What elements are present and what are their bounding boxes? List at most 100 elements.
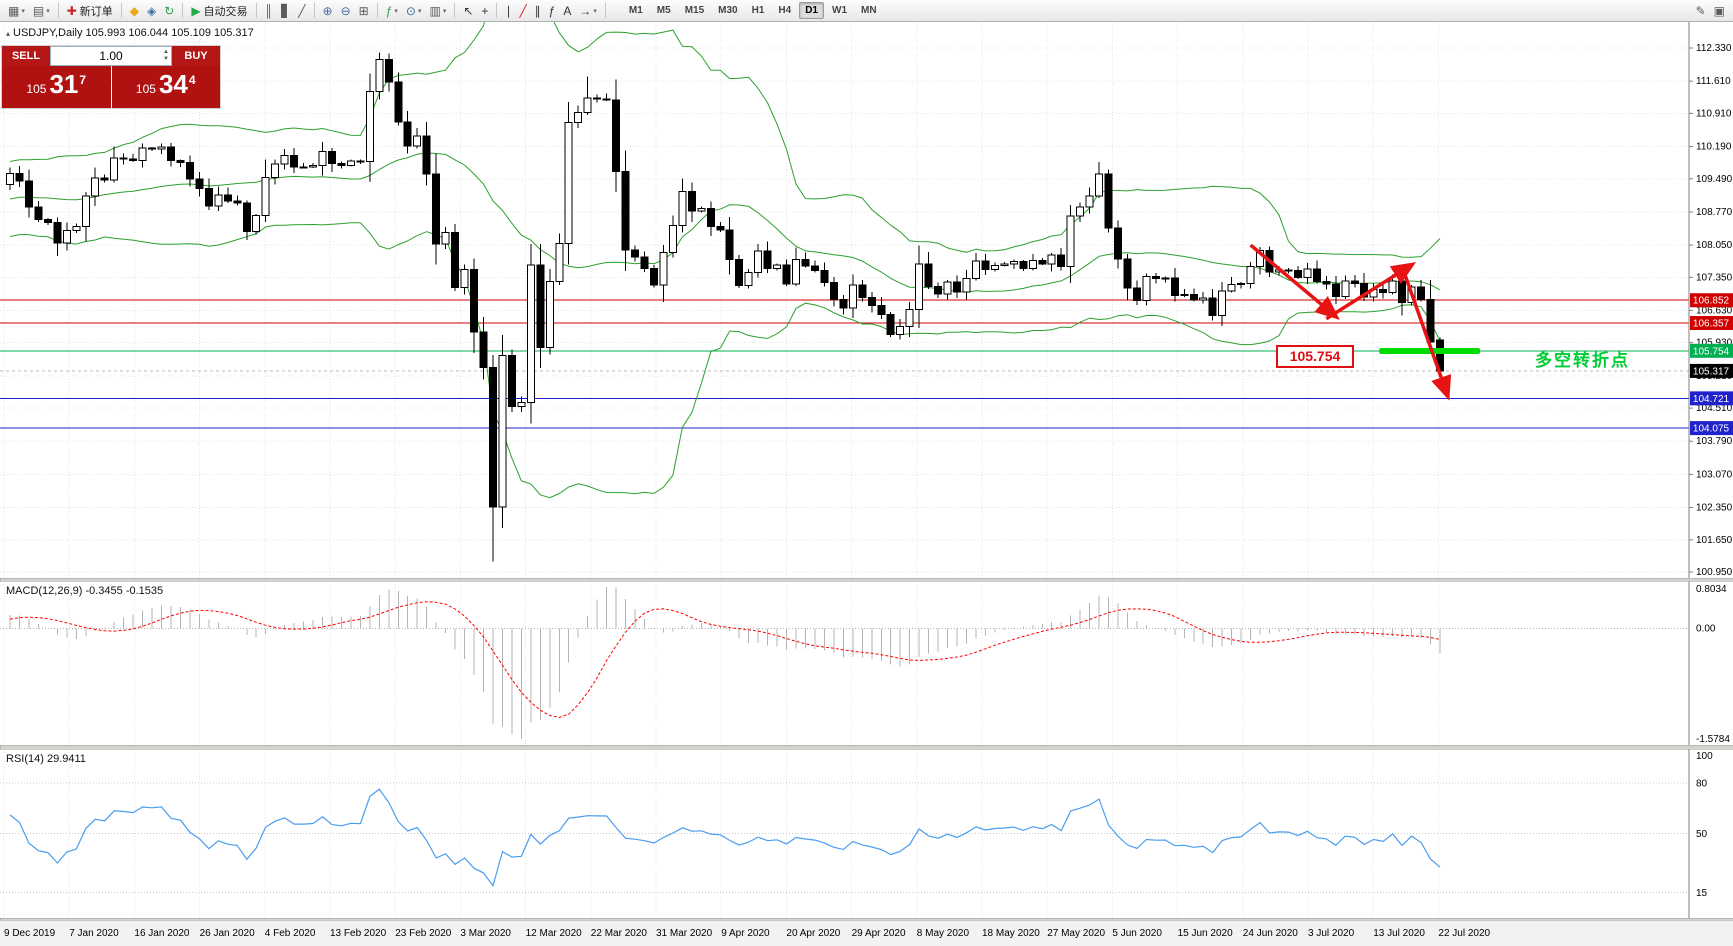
buy-price-sup: 4 xyxy=(188,73,196,87)
sell-price[interactable]: 105 31 7 xyxy=(2,66,111,108)
metaeditor-icon[interactable]: ◆ xyxy=(127,2,142,20)
periods-icon: ⊙ xyxy=(405,3,416,18)
text-icon: A xyxy=(563,3,572,18)
timeframe-m30[interactable]: M30 xyxy=(718,5,738,16)
text-icon[interactable]: A xyxy=(560,2,574,20)
timeframe-d1[interactable]: D1 xyxy=(799,2,824,19)
vertical-line-icon: ∣ xyxy=(505,3,512,18)
crosshair-icon[interactable]: + xyxy=(478,2,491,20)
zoom-out-icon[interactable]: ⊖ xyxy=(338,2,354,20)
timeframe-m15[interactable]: M15 xyxy=(684,5,705,16)
svg-text:100: 100 xyxy=(1696,751,1713,762)
one-click-trading-panel: SELL 1.00 ▲ ▼ BUY 105 31 7 105 34 4 xyxy=(2,46,220,108)
caret-down-icon: ▾ xyxy=(394,7,398,15)
svg-text:104.721: 104.721 xyxy=(1693,394,1730,405)
svg-text:111.610: 111.610 xyxy=(1696,76,1731,87)
toolbar-separator xyxy=(57,3,59,18)
toolbar-separator xyxy=(376,3,378,18)
metaeditor-icon: ◆ xyxy=(129,3,140,18)
fibonacci-icon: ƒ xyxy=(548,3,556,18)
data-window-icon[interactable]: ◈ xyxy=(144,2,159,20)
svg-text:24 Jun 2020: 24 Jun 2020 xyxy=(1243,928,1298,939)
arrows-icon[interactable]: → ▾ xyxy=(576,2,600,20)
candlestick-chart[interactable] xyxy=(0,0,1689,562)
lot-size-input[interactable]: 1.00 ▲ ▼ xyxy=(50,46,172,66)
layout-icon: ▣ xyxy=(1713,3,1725,18)
lot-down-icon[interactable]: ▼ xyxy=(163,56,169,62)
svg-text:15: 15 xyxy=(1696,888,1708,899)
timeframe-m5[interactable]: M5 xyxy=(656,5,671,16)
timeframe-w1[interactable]: W1 xyxy=(832,5,847,16)
layout-icon[interactable]: ▣ xyxy=(1711,2,1728,20)
lot-stepper[interactable]: ▲ ▼ xyxy=(163,49,169,63)
indicators-icon: ƒ xyxy=(385,3,393,18)
caret-down-icon: ▾ xyxy=(593,7,597,15)
new-order-button[interactable]: ✚ 新订单 xyxy=(64,2,116,20)
collapse-icon[interactable]: ▴ xyxy=(6,29,11,38)
toolbar: ▦ ▾ ▤ ▾ ✚ 新订单 ◆ ◈ ↻ ▶ 自动交易 ║ ▋ ╱ ⊕ ⊖ ⊞ ƒ ▾ ⊙ ▾ ▥ ▾ ↖ + ∣ ╱ ∥ ƒ A → ▾ M1… xyxy=(0,0,1733,22)
svg-text:109.490: 109.490 xyxy=(1696,174,1733,185)
periods-icon[interactable]: ⊙ ▾ xyxy=(403,2,425,20)
bar-chart-mode-icon[interactable]: ║ xyxy=(262,2,277,20)
caret-down-icon: ▾ xyxy=(417,7,422,15)
line-chart-mode-icon[interactable]: ╱ xyxy=(295,2,308,20)
svg-text:16 Jan 2020: 16 Jan 2020 xyxy=(134,928,189,939)
sell-price-sup: 7 xyxy=(79,73,87,87)
autotrading-button: ▶ xyxy=(191,3,201,18)
buy-price[interactable]: 105 34 4 xyxy=(111,66,220,108)
autotrading-button[interactable]: ▶ 自动交易 xyxy=(188,2,250,20)
quick-edit-icon[interactable]: ✎ xyxy=(1693,2,1709,20)
arrows-icon: → xyxy=(579,3,592,18)
buy-button[interactable]: BUY xyxy=(172,46,220,66)
svg-text:105.317: 105.317 xyxy=(1693,366,1730,377)
trendline-icon[interactable]: ╱ xyxy=(516,2,529,20)
svg-text:110.190: 110.190 xyxy=(1696,142,1732,153)
svg-text:103.790: 103.790 xyxy=(1696,436,1733,447)
timeframe-h1[interactable]: H1 xyxy=(751,5,765,16)
svg-text:22 Jul 2020: 22 Jul 2020 xyxy=(1438,928,1490,939)
toolbar-timeframes: M1 M5 M15 M30 H1 H4 D1 W1 MN xyxy=(622,0,884,21)
timeframe-m1[interactable]: M1 xyxy=(628,5,643,16)
templates-icon: ▥ xyxy=(429,3,441,18)
refresh-icon: ↻ xyxy=(164,3,175,18)
channel-icon[interactable]: ∥ xyxy=(532,2,544,20)
svg-text:29 Apr 2020: 29 Apr 2020 xyxy=(852,928,906,939)
svg-text:20 Apr 2020: 20 Apr 2020 xyxy=(786,928,840,939)
svg-text:18 May 2020: 18 May 2020 xyxy=(982,928,1040,939)
fibonacci-icon[interactable]: ƒ xyxy=(546,2,559,20)
tile-windows-icon[interactable]: ⊞ xyxy=(356,2,372,20)
timeframe-mn[interactable]: MN xyxy=(861,5,877,16)
vertical-line-icon[interactable]: ∣ xyxy=(502,2,514,20)
chart-drawings[interactable] xyxy=(1249,243,1480,401)
svg-text:106.630: 106.630 xyxy=(1696,305,1733,316)
tile-windows-icon: ⊞ xyxy=(358,3,369,18)
sell-button[interactable]: SELL xyxy=(2,46,50,66)
svg-text:102.350: 102.350 xyxy=(1696,503,1733,514)
candlestick-mode-icon[interactable]: ▋ xyxy=(278,2,293,20)
annotation-note[interactable]: 多空转折点 xyxy=(1535,351,1630,370)
svg-text:3 Jul 2020: 3 Jul 2020 xyxy=(1308,928,1355,939)
svg-text:15 Jun 2020: 15 Jun 2020 xyxy=(1178,928,1233,939)
refresh-icon[interactable]: ↻ xyxy=(161,2,177,20)
chart-profiles-icon[interactable]: ▤ ▾ xyxy=(30,2,53,20)
timeframe-h4[interactable]: H4 xyxy=(778,5,792,16)
sell-price-prefix: 105 xyxy=(26,82,47,96)
lot-value[interactable]: 1.00 xyxy=(99,49,123,63)
cursor-icon[interactable]: ↖ xyxy=(460,2,476,20)
indicators-icon[interactable]: ƒ ▾ xyxy=(383,2,401,20)
toolbar-separator xyxy=(496,3,498,18)
bar-chart-mode-icon: ║ xyxy=(264,3,274,18)
templates-icon[interactable]: ▥ ▾ xyxy=(427,2,450,20)
zoom-in-icon[interactable]: ⊕ xyxy=(320,2,336,20)
lot-up-icon[interactable]: ▲ xyxy=(163,49,169,55)
zoom-in-icon: ⊕ xyxy=(322,3,333,18)
price-flag[interactable]: 105.754 xyxy=(1276,345,1354,368)
indicator-panels[interactable] xyxy=(0,587,1689,894)
axes[interactable]: 112.330 111.610 110.910 110.190 109.490 108.7… xyxy=(0,22,1733,946)
new-chart-icon[interactable]: ▦ ▾ xyxy=(5,2,28,20)
svg-text:101.650: 101.650 xyxy=(1696,535,1733,546)
zoom-out-icon: ⊖ xyxy=(340,3,351,18)
sell-price-big: 31 xyxy=(49,69,79,99)
svg-text:104.510: 104.510 xyxy=(1696,403,1733,414)
